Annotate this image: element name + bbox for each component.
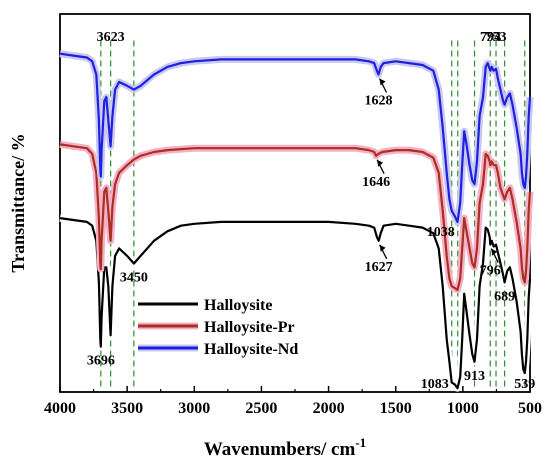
legend: Halloysite Halloysite-Pr Halloysite-Nd — [138, 297, 298, 358]
legend-label-halloysite-nd: Halloysite-Nd — [204, 341, 298, 358]
series-line-halloysite-pr — [59, 143, 532, 291]
annotation-796: 796 — [480, 264, 501, 279]
series-line-halloysite — [59, 217, 532, 390]
series-layer — [59, 50, 534, 392]
x-tick-label-2500: 2500 — [245, 400, 277, 417]
annotation-689: 689 — [494, 289, 515, 304]
x-tick-label-4000: 4000 — [44, 400, 76, 417]
series-line-halloysite-nd — [59, 52, 532, 223]
annotation-1628: 1628 — [365, 93, 393, 108]
x-axis-label-text: Wavenumbers/ cm — [204, 439, 356, 460]
y-axis-label: Transmittance/ % — [8, 133, 28, 272]
legend-label-halloysite: Halloysite — [204, 297, 272, 314]
x-tick-label-1500: 1500 — [380, 400, 412, 417]
x-tick-label-2000: 2000 — [313, 400, 345, 417]
x-tick-label-1000: 1000 — [447, 400, 479, 417]
annotation-1646: 1646 — [362, 175, 390, 190]
annotation-3623: 3623 — [97, 30, 125, 45]
annotation-753: 753 — [486, 30, 507, 45]
legend-label-halloysite-pr: Halloysite-Pr — [204, 319, 295, 336]
annotation-3696: 3696 — [87, 354, 115, 369]
annotation-1083: 1083 — [421, 377, 449, 392]
annotation-1038: 1038 — [427, 225, 455, 240]
x-axis-label-superscript: -1 — [355, 435, 366, 450]
annotation-913: 913 — [464, 369, 485, 384]
annotation-1627: 1627 — [365, 260, 393, 275]
x-axis-label: Wavenumbers/ cm-1 — [204, 435, 366, 460]
annotation-539: 539 — [514, 377, 535, 392]
x-tick-label-3500: 3500 — [111, 400, 143, 417]
annotation-3450: 3450 — [120, 270, 148, 285]
annotation-arrowhead-1627 — [379, 244, 386, 252]
annotation-arrowhead-1646 — [377, 159, 384, 167]
x-tick-label-500: 500 — [518, 400, 542, 417]
x-tick-label-3000: 3000 — [178, 400, 210, 417]
annotation-arrowhead-796 — [491, 248, 498, 256]
x-axis: 4000 3500 3000 2500 2000 1500 1000 500 — [44, 386, 542, 417]
annotation-arrowhead-1628 — [379, 78, 386, 86]
annotation-794: 794 — [480, 30, 501, 45]
